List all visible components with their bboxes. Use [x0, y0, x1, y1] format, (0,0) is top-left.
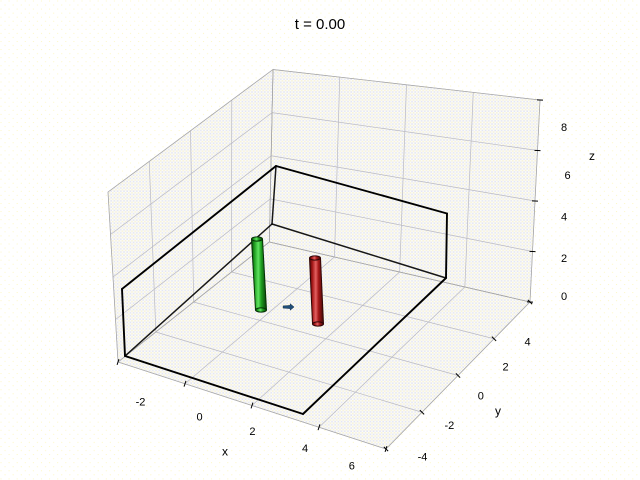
svg-text:x: x [222, 445, 228, 459]
svg-text:6: 6 [565, 170, 571, 182]
svg-text:-2: -2 [445, 420, 455, 432]
svg-text:y: y [495, 404, 501, 418]
svg-text:6: 6 [349, 460, 355, 472]
svg-text:4: 4 [524, 337, 530, 349]
svg-text:4: 4 [302, 443, 308, 455]
svg-text:-2: -2 [136, 397, 146, 409]
svg-text:2: 2 [561, 253, 567, 265]
svg-text:4: 4 [561, 212, 567, 224]
svg-text:0: 0 [561, 291, 567, 303]
svg-text:-4: -4 [418, 451, 428, 463]
svg-text:z: z [589, 149, 595, 163]
svg-text:2: 2 [503, 361, 509, 373]
svg-text:t = 0.00: t = 0.00 [295, 16, 345, 33]
svg-text:8: 8 [561, 122, 567, 134]
svg-text:0: 0 [197, 411, 203, 423]
svg-text:0: 0 [478, 391, 484, 403]
svg-text:2: 2 [249, 426, 255, 438]
